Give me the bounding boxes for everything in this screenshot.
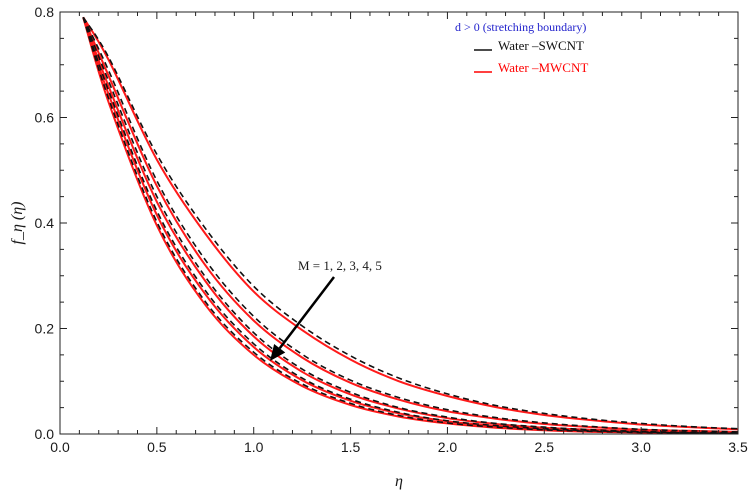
legend: d > 0 (stretching boundary) Water –SWCNT…	[455, 20, 588, 75]
x-tick-label: 3.0	[631, 439, 651, 455]
y-tick-label: 0.0	[35, 426, 55, 442]
y-tick-label: 0.2	[35, 321, 55, 337]
legend-title: d > 0 (stretching boundary)	[455, 20, 586, 34]
series-line-swcnt-5	[82, 17, 738, 434]
x-tick-label: 2.5	[535, 439, 555, 455]
series-line-mwcnt-1	[82, 16, 738, 431]
x-tick-label: 2.0	[438, 439, 458, 455]
x-tick-label: 0.5	[147, 439, 167, 455]
legend-label-swcnt: Water –SWCNT	[498, 38, 584, 53]
series-layer	[82, 16, 738, 434]
x-tick-label: 3.5	[728, 439, 748, 455]
y-tick-label: 0.8	[35, 4, 55, 20]
ticks-layer: 0.0 0.5 1.0 1.5 2.0 2.5 3.0 3.5 0.0 0.2 0.4 0.6 0.8	[35, 4, 748, 455]
annotation-arrowhead	[270, 344, 286, 361]
annotation-arrow	[278, 276, 335, 350]
x-tick-label: 1.0	[244, 439, 264, 455]
y-tick-label: 0.4	[35, 215, 55, 231]
y-axis-label: f_η (η)	[9, 202, 26, 245]
series-line-swcnt-3	[82, 17, 738, 434]
series-line-swcnt-1	[82, 16, 738, 430]
series-line-mwcnt-2	[82, 16, 738, 433]
series-line-swcnt-2	[82, 16, 738, 433]
annotation-label: M = 1, 2, 3, 4, 5	[298, 258, 382, 273]
x-tick-label: 1.5	[341, 439, 361, 455]
legend-label-mwcnt: Water –MWCNT	[498, 60, 588, 75]
series-line-mwcnt-3	[82, 16, 738, 434]
y-tick-label: 0.6	[35, 110, 55, 126]
x-tick-label: 0.0	[50, 439, 70, 455]
x-axis-label: η	[395, 473, 403, 490]
